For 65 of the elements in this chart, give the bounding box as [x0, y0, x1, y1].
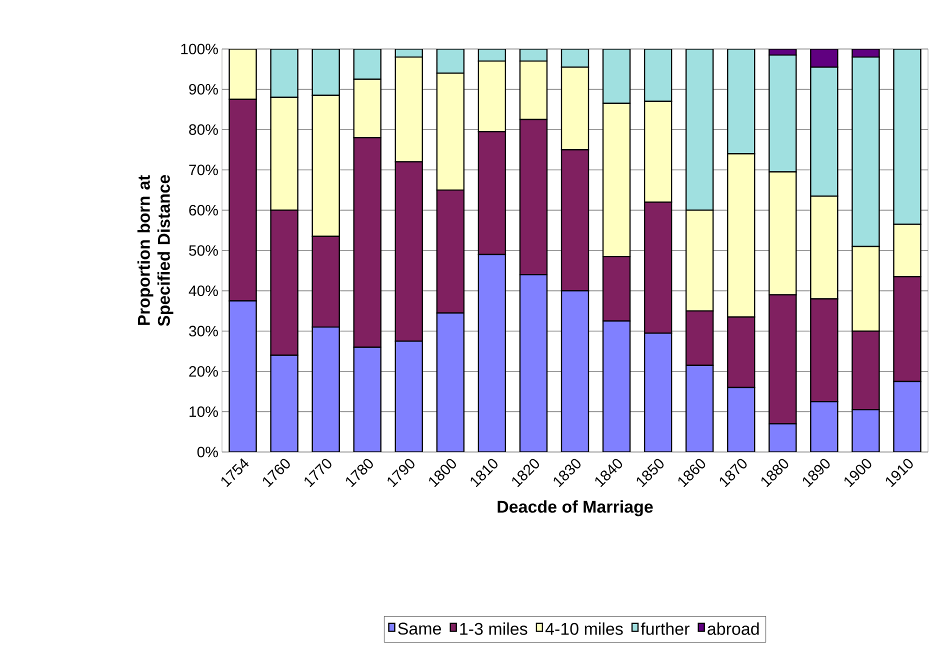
- bar: [478, 60, 506, 132]
- legend-label: Same: [398, 622, 441, 635]
- bar: [354, 347, 381, 452]
- bar: [810, 195, 838, 300]
- y-tick-label: 20%: [189, 366, 218, 377]
- y-tick-label: 100%: [181, 44, 218, 54]
- legend-label: 4-10 miles: [545, 622, 623, 635]
- bar: [602, 102, 631, 258]
- legend-label: abroad: [708, 622, 759, 635]
- bar: [436, 312, 464, 452]
- bar: [768, 54, 797, 173]
- bar: [602, 48, 631, 104]
- bar: [728, 388, 755, 452]
- y-axis-title: Proportion born at Specified Distance: [137, 175, 174, 326]
- bar: [436, 48, 465, 74]
- y-tick-label: 60%: [189, 204, 218, 216]
- bar: [852, 56, 880, 248]
- y-tick-label: 80%: [189, 124, 218, 135]
- bar: [810, 402, 838, 452]
- legend-label: further: [640, 622, 690, 635]
- bar: [312, 327, 340, 452]
- bar: [852, 410, 880, 452]
- bar: [685, 48, 714, 211]
- y-tick-label: 0%: [197, 446, 218, 458]
- y-tick-label: 30%: [189, 326, 218, 336]
- bar: [353, 78, 382, 138]
- y-tick-label: 40%: [188, 285, 218, 296]
- y-tick-label: 10%: [190, 406, 218, 418]
- bar: [893, 380, 922, 452]
- bar: [519, 60, 548, 120]
- legend-label: 1-3 miles: [460, 622, 528, 635]
- y-tick-label: 50%: [189, 245, 218, 256]
- bar: [893, 48, 922, 225]
- bar: [644, 100, 672, 203]
- bar: [810, 66, 838, 197]
- bar: [229, 300, 256, 452]
- bar: [893, 224, 922, 278]
- bar: [312, 94, 340, 237]
- bar: [560, 48, 590, 68]
- y-tick-label: 70%: [189, 164, 218, 176]
- x-axis-title: Deacde of Marriage: [498, 500, 653, 516]
- bar: [228, 48, 257, 100]
- bar: [768, 171, 797, 296]
- bar: [603, 321, 630, 452]
- bar: [852, 246, 880, 332]
- bar: [395, 341, 422, 452]
- y-tick-label: 90%: [189, 84, 218, 95]
- bar: [270, 48, 298, 98]
- bar: [312, 48, 340, 96]
- bar: [562, 290, 589, 452]
- bar: [560, 66, 590, 150]
- bar: [353, 48, 382, 80]
- bar: [727, 153, 756, 318]
- bar: [520, 274, 547, 452]
- bar: [769, 424, 796, 452]
- bar: [270, 96, 298, 211]
- bar: [394, 56, 423, 162]
- bar: [644, 333, 672, 452]
- bar: [644, 48, 672, 102]
- bar: [478, 254, 506, 452]
- bar: [686, 365, 714, 452]
- bar: [270, 355, 298, 452]
- bar: [727, 48, 756, 154]
- bar: [436, 72, 465, 191]
- bar: [685, 210, 714, 312]
